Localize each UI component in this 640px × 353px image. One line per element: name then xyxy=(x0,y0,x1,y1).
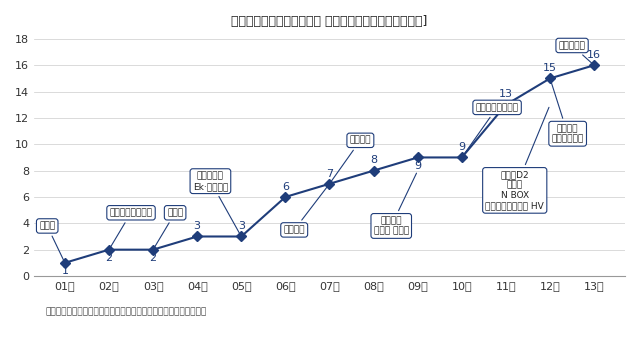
Text: スペーシア: スペーシア xyxy=(559,41,592,64)
Text: デリカD2
ソリオ
N BOX
フリードスパイク HV: デリカD2 ソリオ N BOX フリードスパイク HV xyxy=(485,107,549,210)
Text: フリードスパイク: フリードスパイク xyxy=(463,103,518,155)
Text: 6: 6 xyxy=(282,182,289,192)
Text: バレット: バレット xyxy=(331,136,371,181)
Text: 3: 3 xyxy=(238,221,244,231)
Text: ＊モデルチェンジの際にスライドドアを採用した年度（一部除く）: ＊モデルチェンジの際にスライドドアを採用した年度（一部除く） xyxy=(46,307,207,316)
Text: モビリオスパイク: モビリオスパイク xyxy=(109,208,152,247)
Text: スペイド
フレアワゴン: スペイド フレアワゴン xyxy=(551,81,584,143)
Text: タント＊: タント＊ xyxy=(284,186,328,234)
Text: 3: 3 xyxy=(194,221,201,231)
Text: 13: 13 xyxy=(499,90,513,100)
Text: 15: 15 xyxy=(543,63,557,73)
Text: 7: 7 xyxy=(326,168,333,179)
Text: ラウム: ラウム xyxy=(39,221,63,260)
Text: 8: 8 xyxy=(370,155,377,165)
Text: 2: 2 xyxy=(106,253,113,263)
Text: 9: 9 xyxy=(458,142,465,152)
Text: ポルテ: ポルテ xyxy=(154,208,183,247)
Title: 各メーカーから発売された 『プチバン』の車種数の推移]: 各メーカーから発売された 『プチバン』の車種数の推移] xyxy=(231,15,428,28)
Text: ルークス
タント エグゼ: ルークス タント エグゼ xyxy=(374,173,417,236)
Text: 9: 9 xyxy=(414,161,421,170)
Text: 2: 2 xyxy=(150,253,157,263)
Text: 16: 16 xyxy=(587,50,601,60)
Text: オッティ＊
Ek·ワゴン＊: オッティ＊ Ek·ワゴン＊ xyxy=(193,172,240,234)
Text: 1: 1 xyxy=(61,266,68,276)
